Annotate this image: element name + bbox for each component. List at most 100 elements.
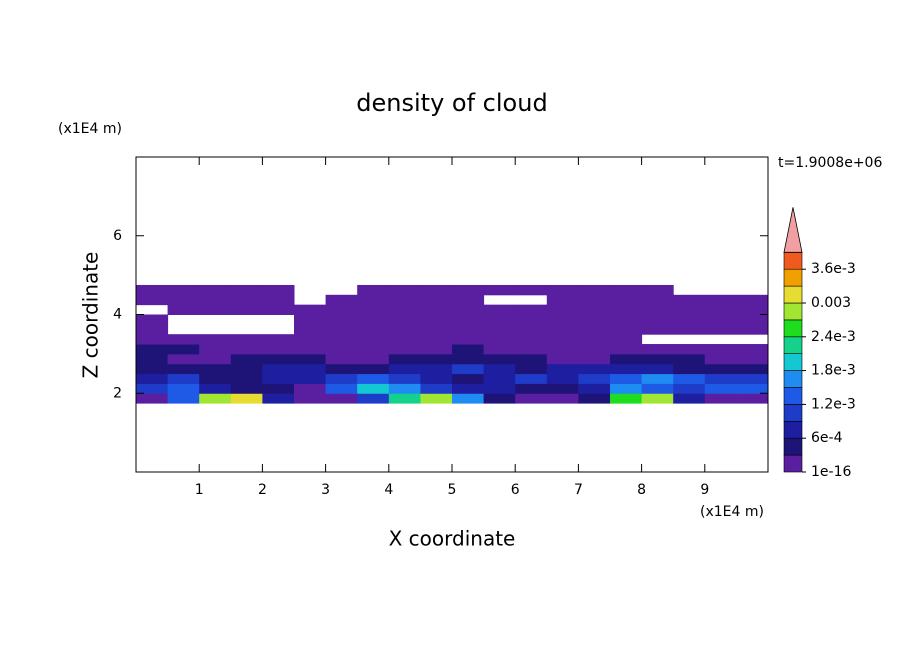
colorbar-label: 0.003 [811,295,851,311]
contour-cell [673,344,706,355]
contour-field [136,284,769,404]
contour-cell [262,353,295,365]
contour-cell [578,383,611,394]
contour-cell [546,284,579,296]
contour-cell [578,344,611,355]
contour-cell [388,284,421,296]
contour-cell [230,334,263,345]
contour-cell [325,314,358,325]
contour-cell [452,393,485,404]
colorbar: 1e-16 6e-4 1.2e-3 1.8e-3 2.4e-3 0.003 3.6e-3 [783,207,856,480]
contour-cell [515,284,548,296]
contour-cell [641,284,674,296]
contour-cell [546,383,579,394]
contour-cell [578,393,611,404]
contour-cell [452,314,485,325]
contour-cell [736,393,769,404]
contour-cell [610,284,643,296]
contour-cell [388,334,421,345]
contour-cell [515,324,548,335]
contour-cell [673,373,706,384]
contour-cell [136,284,169,296]
contour-cell [578,304,611,315]
contour-cell [230,373,263,384]
y-tick-label: 2 [113,385,122,401]
contour-cell [452,334,485,345]
contour-cell [230,353,263,365]
contour-cell [262,294,295,306]
contour-cell [325,304,358,315]
contour-cell [357,363,390,375]
contour-cell [736,344,769,355]
contour-cell [167,294,200,306]
contour-cell [452,373,485,384]
contour-cell [673,324,706,335]
contour-cell [388,353,421,365]
contour-cell [167,383,200,394]
colorbar-extend [783,207,803,253]
contour-cell [262,284,295,296]
contour-cell [167,363,200,375]
contour-cell [294,334,327,345]
x-tick-label: 9 [700,482,709,498]
contour-cell [230,344,263,355]
contour-cell [610,334,643,345]
contour-cell [420,373,453,384]
contour-cell [199,334,232,345]
contour-cell [357,334,390,345]
colorbar-box [783,353,803,371]
colorbar-label: 1e-16 [811,464,851,480]
contour-cell [262,304,295,315]
contour-cell [673,294,706,306]
colorbar-label: 2.4e-3 [811,329,856,345]
x-tick-label: 4 [384,482,393,498]
contour-cell [325,324,358,335]
contour-cell [420,334,453,345]
contour-cell [736,324,769,335]
colorbar-box [783,268,803,287]
contour-cell [230,304,263,315]
y-tick-label: 4 [113,307,122,323]
colorbar-label: 1.2e-3 [811,396,856,412]
contour-cell [420,383,453,394]
contour-cell [641,344,674,355]
colorbar-label: 3.6e-3 [811,261,856,277]
contour-cell [136,353,169,365]
time-label: t=1.9008e+06 [778,155,882,171]
contour-cell [641,304,674,315]
contour-cell [578,324,611,335]
contour-cell [483,383,516,394]
contour-cell [483,393,516,404]
contour-cell [515,393,548,404]
contour-cell [610,383,643,394]
contour-cell [262,393,295,404]
contour-cell [388,363,421,375]
contour-cell [262,383,295,394]
contour-cell [641,314,674,325]
contour-cell [420,393,453,404]
contour-cell [515,363,548,375]
y-unit: (x1E4 m) [58,121,122,137]
contour-cell [294,304,327,315]
contour-cell [736,294,769,306]
y-tick-label: 6 [113,228,122,244]
contour-cell [704,393,737,404]
contour-cell [420,294,453,306]
contour-cell [294,353,327,365]
contour-cell [578,363,611,375]
contour-cell [357,344,390,355]
y-axis-title: Z coordinate [79,252,103,379]
contour-cell [420,304,453,315]
contour-cell [483,314,516,325]
contour-cell [704,304,737,315]
contour-cell [546,393,579,404]
contour-cell [610,393,643,404]
contour-cell [641,383,674,394]
contour-cell [388,304,421,315]
contour-cell [610,324,643,335]
contour-cell [452,383,485,394]
contour-cell [452,363,485,375]
contour-cell [167,353,200,365]
contour-cell [325,334,358,345]
chart-title: density of cloud [356,89,547,117]
